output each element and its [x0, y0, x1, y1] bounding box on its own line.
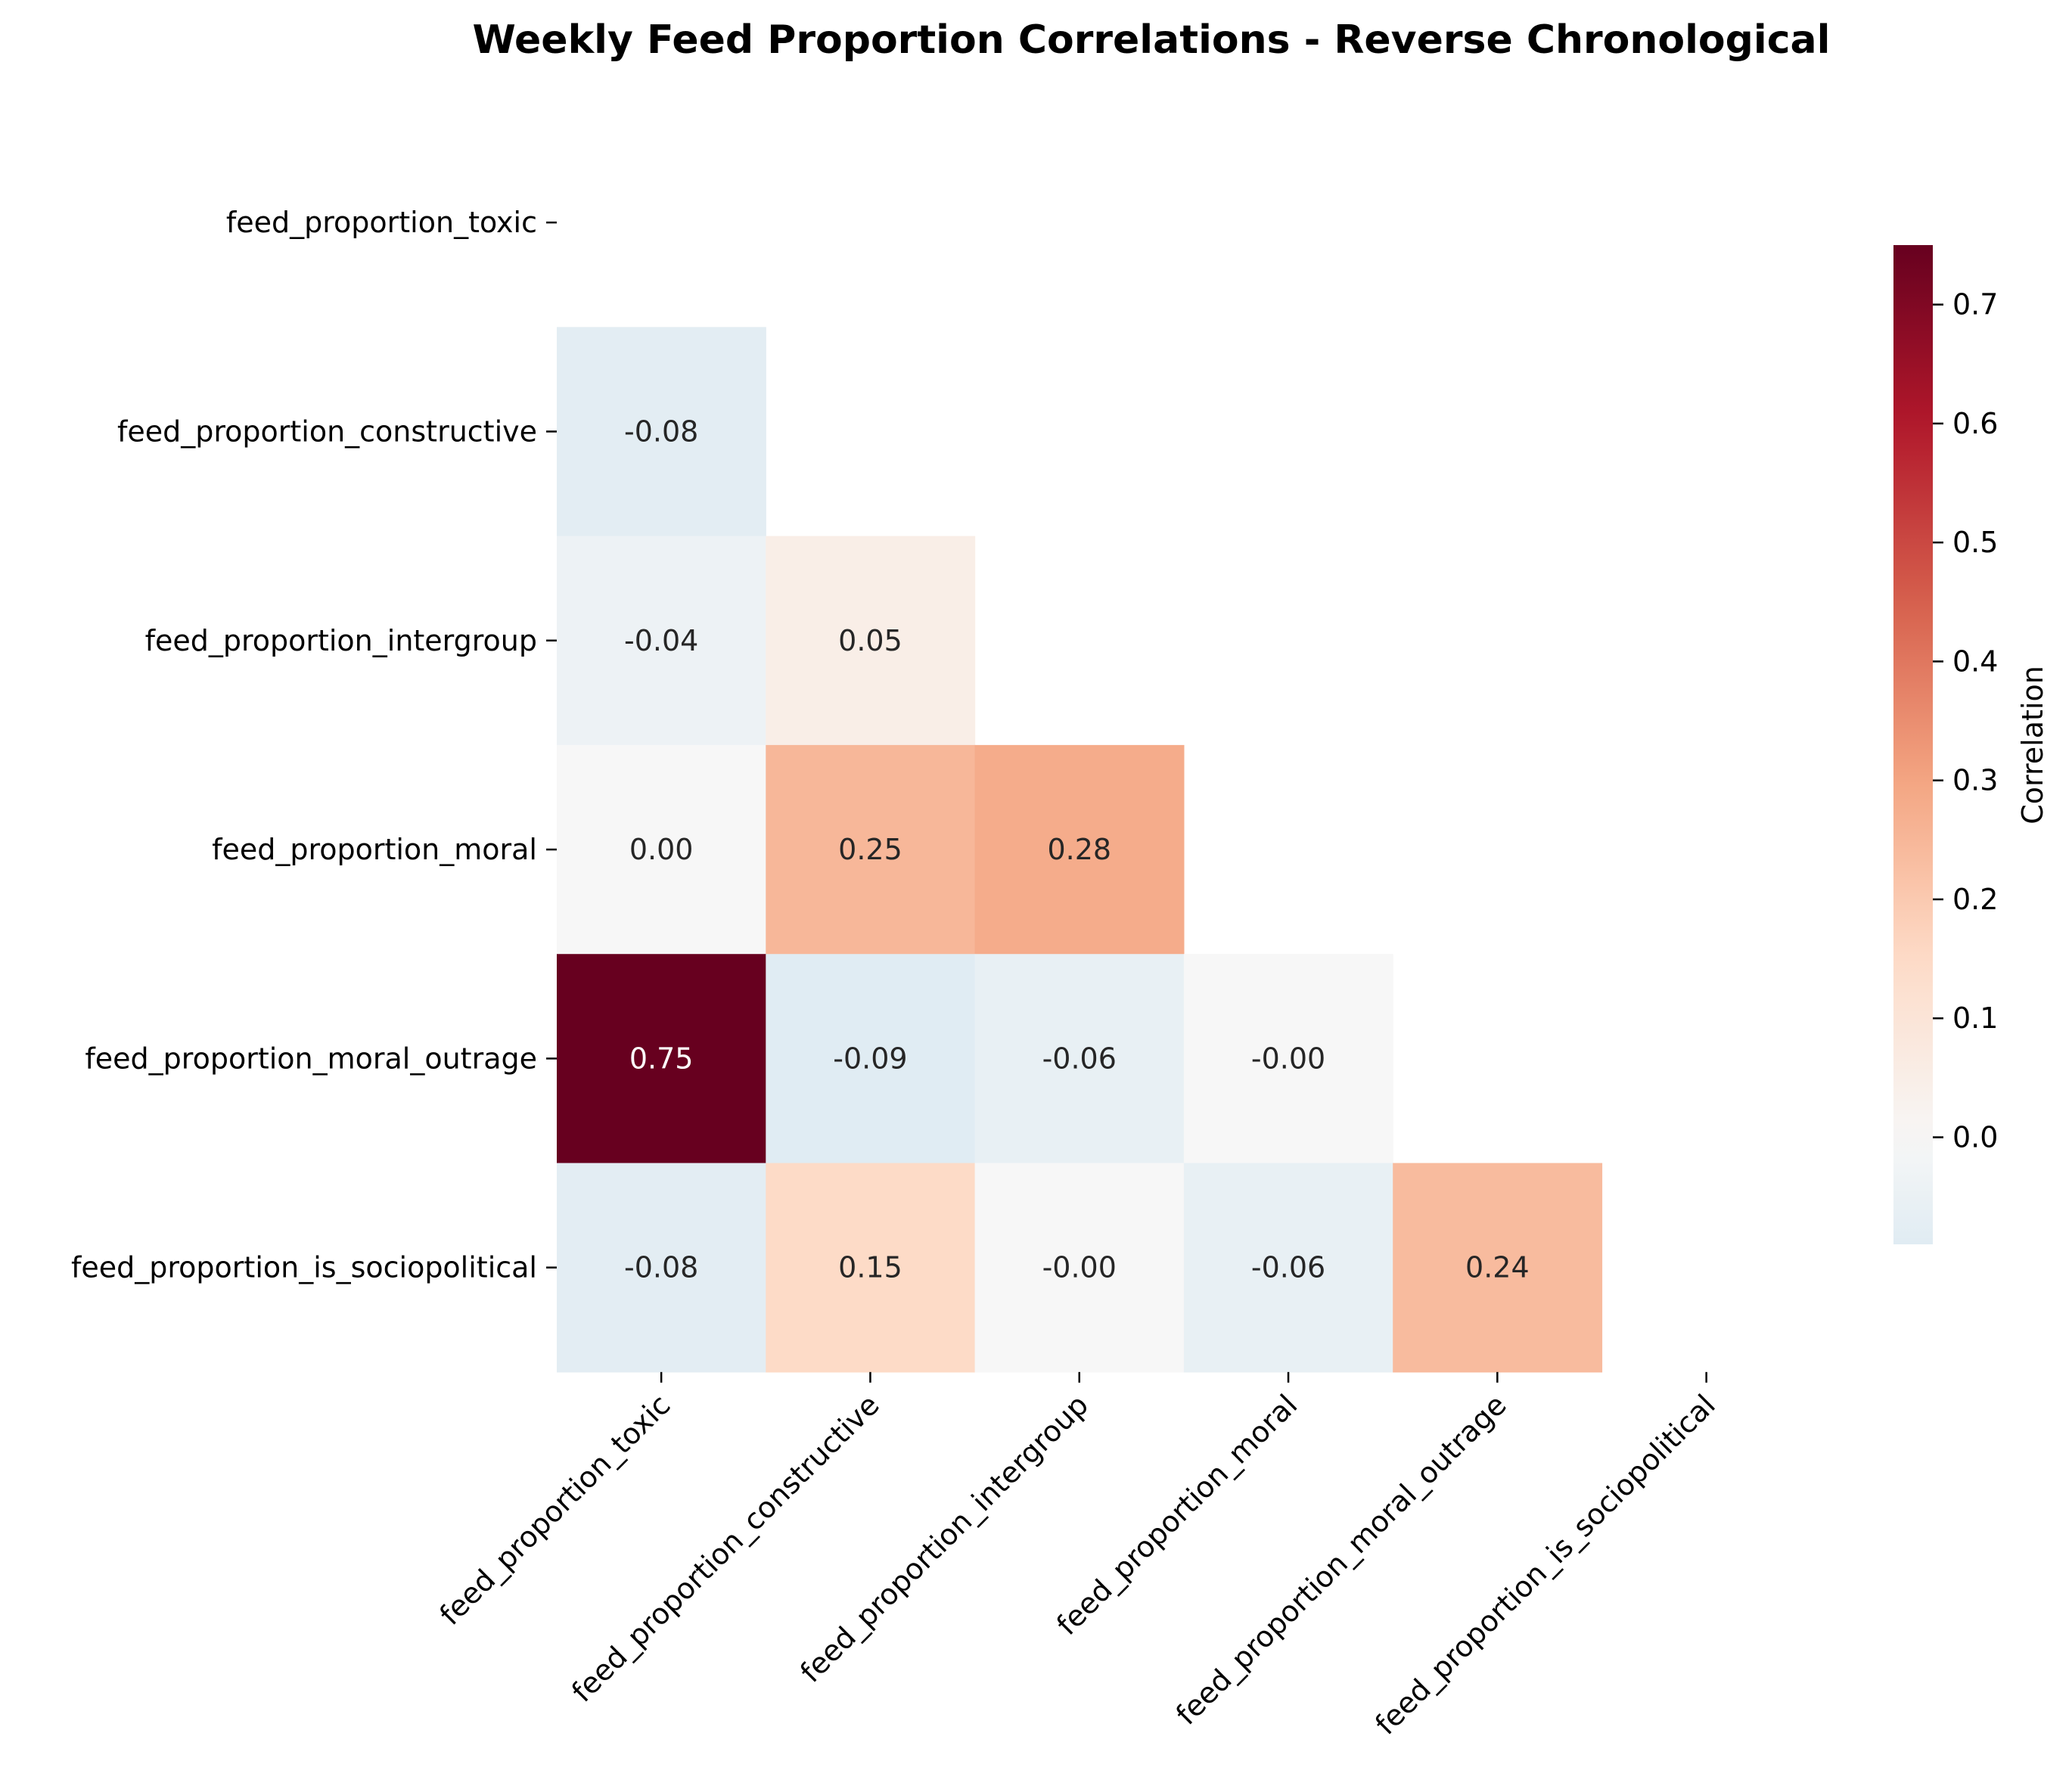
cell-label: -0.09: [833, 1042, 907, 1075]
y-tick-label: feed_proportion_intergroup: [145, 624, 537, 657]
heatmap-cell: [557, 536, 766, 746]
colorbar-tick-label: 0.2: [1952, 883, 1998, 916]
cell-label: -0.06: [1251, 1251, 1325, 1284]
heatmap-cell: [974, 1163, 1185, 1373]
heatmap-cell: [1393, 1163, 1603, 1373]
cell-label: 0.75: [629, 1042, 694, 1075]
x-tick-label: feed_proportion_moral: [1050, 1388, 1303, 1641]
cell-label: 0.24: [1465, 1251, 1530, 1284]
y-axis: feed_proportion_toxic feed_proportion_con…: [71, 206, 557, 1284]
cell-label: 0.25: [838, 833, 902, 866]
y-tick-label: feed_proportion_moral_outrage: [85, 1042, 537, 1075]
heatmap-cell: [557, 954, 766, 1164]
cell-label: 0.05: [838, 624, 902, 657]
colorbar-label: Correlation: [2016, 666, 2049, 825]
heatmap-cell: [1183, 1163, 1393, 1373]
cell-label: -0.04: [624, 624, 698, 657]
x-tick-label: feed_proportion_toxic: [433, 1388, 677, 1632]
colorbar-tick-label: 0.7: [1952, 288, 1998, 321]
cell-label: -0.00: [1251, 1042, 1325, 1075]
x-axis: feed_proportion_toxicfeed_proportion_con…: [433, 1371, 1722, 1741]
heatmap-cell: [766, 1163, 976, 1373]
cell-label: 0.00: [629, 833, 694, 866]
heatmap-cell: [557, 744, 766, 955]
heatmap-cell: [557, 327, 766, 537]
colorbar-tick-label: 0.0: [1952, 1120, 1998, 1154]
heatmap-cell: [974, 744, 1185, 955]
y-tick-label: feed_proportion_is_sociopolitical: [71, 1251, 537, 1284]
colorbar-gradient: [1893, 245, 1933, 1244]
colorbar-tick-label: 0.5: [1952, 526, 1998, 559]
colorbar-tick-label: 0.3: [1952, 764, 1998, 797]
heatmap-cell: [1183, 954, 1393, 1164]
x-tick-label: feed_proportion_moral_outrage: [1170, 1388, 1513, 1731]
heatmap-cell: [766, 536, 976, 746]
cell-label: -0.00: [1042, 1251, 1117, 1284]
cell-label: -0.08: [624, 415, 698, 448]
cell-label: 0.28: [1047, 833, 1111, 866]
colorbar-ticks: 0.0 0.1 0.2 0.3 0.4 0.5 0.6 0.7: [1933, 288, 1998, 1154]
heatmap-cells: [557, 327, 1603, 1373]
cell-label: -0.06: [1042, 1042, 1117, 1075]
y-tick-label: feed_proportion_toxic: [226, 206, 537, 239]
heatmap-cell: [766, 954, 976, 1164]
chart-title: Weekly Feed Proportion Correlations - Re…: [473, 17, 1831, 63]
heatmap-cell: [974, 954, 1185, 1164]
colorbar-tick-label: 0.4: [1952, 644, 1998, 678]
x-tick-label: feed_proportion_is_sociopolitical: [1368, 1388, 1722, 1741]
colorbar-tick-label: 0.1: [1952, 1002, 1998, 1035]
cell-label: 0.15: [838, 1251, 902, 1284]
y-tick-label: feed_proportion_constructive: [117, 415, 537, 448]
heatmap-cell: [557, 1163, 766, 1373]
cell-label: -0.08: [624, 1251, 698, 1284]
colorbar: 0.0 0.1 0.2 0.3 0.4 0.5 0.6 0.7 Correlation: [1893, 245, 2049, 1244]
heatmap-cell-labels: -0.08 -0.04 0.05 0.00 0.25 0.28 0.75 -0.09 -0.06…: [624, 415, 1530, 1284]
colorbar-tick-label: 0.6: [1952, 407, 1998, 440]
heatmap-cell: [766, 744, 976, 955]
y-tick-label: feed_proportion_moral: [212, 833, 537, 866]
